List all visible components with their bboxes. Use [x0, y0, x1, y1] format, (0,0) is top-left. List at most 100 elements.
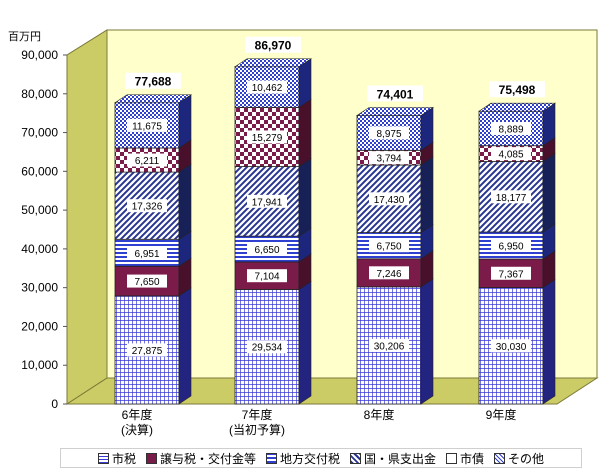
bar-total-label: 86,970 — [255, 39, 292, 53]
segment-label-box — [369, 266, 409, 280]
segment-label-box — [127, 274, 167, 288]
segment-value-label: 6,650 — [254, 245, 279, 256]
segment-value-label: 8,889 — [498, 124, 523, 135]
segment-value-label: 7,246 — [376, 269, 401, 280]
legend-label: 地方交付税 — [279, 451, 340, 466]
legend-swatch — [494, 452, 506, 464]
segment-value-label: 7,650 — [134, 277, 159, 288]
segment-value-label: 8,975 — [376, 129, 401, 140]
x-category-label: 6年度 — [122, 407, 153, 422]
segment-label-box — [247, 242, 287, 256]
x-axis: 6年度(決算) 7年度(当初予算) 8年度 9年度 — [121, 407, 516, 437]
segment-value-label: 7,104 — [254, 272, 279, 283]
legend: 市税 譲与税・交付金等 地方交付税 国・県支出金 市債 その他 — [60, 448, 582, 468]
bar-segment: 6,951 — [114, 230, 192, 267]
bar-segment: 15,279 — [234, 98, 312, 168]
segment-value-label: 6,211 — [135, 156, 160, 167]
y-tick-label: 20,000 — [21, 319, 58, 333]
legend-item: 国・県支出金 — [350, 450, 436, 467]
segment-value-label: 6,750 — [376, 242, 401, 253]
segment-value-label: 30,030 — [496, 342, 527, 353]
bar-segment: 17,430 — [356, 156, 434, 234]
left-wall — [66, 29, 108, 405]
bar-segment: 30,206 — [356, 278, 434, 405]
segment-label-box — [127, 153, 167, 167]
total-label-box — [489, 81, 545, 98]
x-category-label: (当初予算) — [229, 422, 285, 437]
y-tick-label: 30,000 — [21, 281, 58, 295]
segment-label-box — [491, 121, 531, 135]
bar-segment: 8,975 — [356, 106, 434, 151]
legend-swatch — [350, 452, 361, 464]
segment-value-label: 3,794 — [376, 154, 401, 165]
bar-segment: 4,085 — [478, 137, 556, 163]
segment-label-box — [127, 118, 167, 132]
segment-value-label: 15,279 — [252, 133, 283, 144]
bar-top-face — [114, 94, 192, 104]
segment-label-box — [127, 199, 167, 213]
segment-value-label: 6,951 — [134, 249, 159, 260]
bar-total-label: 74,401 — [377, 87, 414, 101]
y-tick-label: 80,000 — [21, 87, 58, 101]
segment-value-label: 6,950 — [498, 242, 523, 253]
segment-label-box — [247, 80, 287, 94]
bar-segment: 7,367 — [478, 250, 556, 289]
y-tick-label: 60,000 — [21, 164, 58, 178]
bar-segment: 6,650 — [234, 227, 312, 263]
legend-label: その他 — [508, 451, 545, 466]
segment-value-label: 30,206 — [374, 341, 405, 352]
legend-item: その他 — [494, 450, 544, 467]
segment-label-box — [127, 246, 167, 260]
bar-segment: 27,875 — [114, 287, 192, 405]
bar-segment: 6,950 — [478, 223, 556, 260]
segment-label-box — [247, 269, 287, 283]
segment-value-label: 7,367 — [498, 269, 523, 280]
segment-label-box — [247, 194, 287, 208]
bar-top-face — [356, 107, 434, 116]
y-tick-label: 0 — [51, 397, 58, 411]
legend-label: 譲与税・交付金等 — [159, 451, 256, 466]
segment-label-box — [491, 147, 531, 161]
bar-segment: 29,534 — [234, 280, 312, 405]
legend-label: 国・県支出金 — [364, 451, 437, 466]
legend-item: 譲与税・交付金等 — [145, 450, 256, 467]
bar-segment: 8,889 — [478, 102, 556, 147]
bar-segment: 30,030 — [478, 278, 556, 405]
total-label-box — [245, 36, 301, 53]
y-tick-label: 70,000 — [21, 126, 58, 140]
legend-swatch — [265, 452, 277, 464]
segment-label-box — [369, 151, 409, 165]
segment-value-label: 17,326 — [132, 202, 163, 213]
total-label-box — [125, 72, 181, 89]
segment-label-box — [491, 239, 531, 253]
stacked-bar-chart: 0 10,000 20,000 30,000 40,000 50,000 60,000 70,… — [8, 29, 599, 437]
segment-label-box — [491, 339, 531, 353]
x-category-label: 7年度 — [242, 407, 273, 422]
bar-segment: 6,750 — [356, 224, 434, 260]
segment-value-label: 27,875 — [132, 346, 163, 357]
total-label-box — [367, 85, 423, 102]
segment-label-box — [491, 266, 531, 280]
x-category-label: 8年度 — [364, 407, 395, 422]
bars: 27,875 7,650 6,951 17,326 6,211 11,675 77,688 2… — [114, 36, 556, 405]
bar-total-label: 77,688 — [135, 75, 172, 89]
bar-segment: 7,104 — [234, 253, 312, 291]
bar-segment: 11,675 — [114, 94, 192, 149]
bar-segment: 7,246 — [356, 250, 434, 288]
x-category-label: 9年度 — [486, 407, 517, 422]
bar-segment: 17,326 — [114, 163, 192, 240]
bar-segment: 18,177 — [478, 152, 556, 233]
segment-value-label: 10,462 — [252, 83, 283, 94]
legend-swatch — [145, 452, 157, 464]
bar-total-label: 75,498 — [499, 83, 536, 97]
bar-segment: 3,794 — [356, 141, 434, 166]
segment-label-box — [369, 192, 409, 206]
segment-label-box — [369, 126, 409, 140]
legend-label: 市税 — [111, 451, 136, 466]
segment-value-label: 17,430 — [374, 195, 405, 206]
segment-value-label: 17,941 — [252, 197, 283, 208]
y-tick-label: 50,000 — [21, 203, 58, 217]
y-tick-label: 10,000 — [21, 358, 58, 372]
segment-label-box — [369, 239, 409, 253]
bar-segment: 10,462 — [234, 58, 312, 108]
